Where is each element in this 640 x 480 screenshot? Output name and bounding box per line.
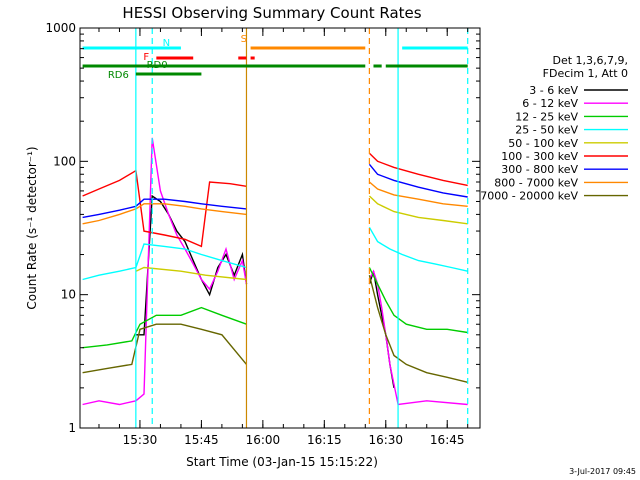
series-line-6 [82,152,468,248]
flag-label-rd6: RD6 [108,70,129,81]
legend-entry-label: 6 - 12 keV [522,97,578,110]
series-line-1 [135,194,395,389]
series-line-8 [82,181,468,225]
y-tick-label: 1 [68,421,76,435]
chart-title: HESSI Observing Summary Count Rates [122,4,421,22]
series-line-2 [82,137,468,406]
flag-label-f: F [143,52,149,63]
legend-entry-label: 100 - 300 keV [501,150,578,163]
legend-entry-label: 12 - 25 keV [515,110,578,123]
legend-entry-label: 300 - 800 keV [501,163,578,176]
legend-header-line-1: Det 1,3,6,7,9, [552,54,628,67]
flag-label-rd0: RD0 [147,60,168,71]
series-line-3 [82,267,468,349]
x-tick-label: 16:00 [246,433,281,447]
vertical-marker-layer [135,28,469,428]
legend-entry-label: 50 - 100 keV [508,137,578,150]
y-tick-label: 100 [53,154,76,168]
y-tick-label: 1000 [45,21,76,35]
series-line-9 [82,275,468,383]
flag-label-n: N [163,38,170,49]
legend-entry-label: 800 - 7000 keV [494,176,578,189]
legend-entry-label: 3 - 6 keV [529,84,578,97]
legend-entry-label: 25 - 50 keV [515,124,578,137]
x-tick-label: 16:45 [430,433,465,447]
legend-entry-label: 7000 - 20000 keV [480,190,578,203]
x-tick-label: 15:45 [184,433,219,447]
axes-layer: 1 10 100 1000 15:30 15:45 16:00 16:15 16:30 16:45 [45,21,481,447]
series-line-5 [135,195,468,281]
x-tick-label: 15:30 [123,433,158,447]
x-tick-label: 16:30 [368,433,403,447]
plot-frame [79,27,481,429]
y-axis-label: Count Rate (s⁻¹ detector⁻¹) [25,146,39,309]
x-tick-label: 16:15 [307,433,342,447]
series-layer [82,137,468,406]
series-line-4 [82,226,468,281]
plot-timestamp: 3-Jul-2017 09:45 [569,467,636,476]
y-tick-label: 10 [61,288,76,302]
legend-header-line-2: FDecim 1, Att 0 [543,67,628,80]
series-line-7 [82,163,468,219]
x-axis-label: Start Time (03-Jan-15 15:15:22) [186,455,378,469]
flag-label-s: S [241,34,247,45]
